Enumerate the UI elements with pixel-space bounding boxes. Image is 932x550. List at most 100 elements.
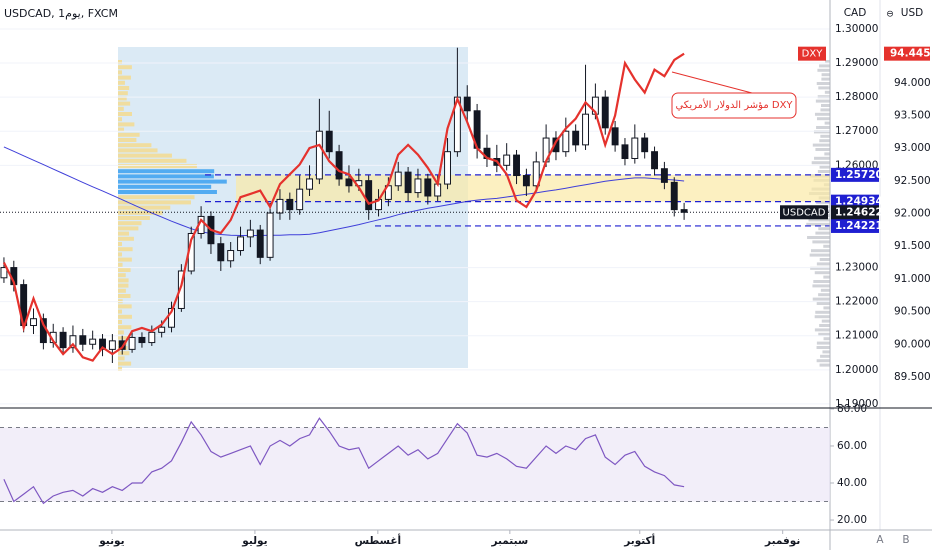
profile-bar: [118, 75, 131, 80]
candle-body: [237, 236, 244, 252]
profile-bar: [819, 258, 830, 261]
profile-bar: [118, 252, 122, 257]
profile-bar: [814, 315, 830, 319]
profile-bar: [817, 68, 830, 72]
profile-bar: [817, 170, 830, 173]
plot: [0, 28, 830, 405]
profile-bar: [812, 297, 830, 301]
candle-body: [315, 130, 323, 180]
profile-bar: [118, 361, 132, 366]
panel-label[interactable]: B: [902, 534, 909, 546]
profile-bar: [118, 216, 150, 220]
x-tick-label: أغسطس: [355, 533, 402, 547]
profile-bar: [118, 236, 134, 241]
candle-body: [99, 338, 106, 350]
rsi-line: [3, 417, 685, 505]
candle-body: [670, 181, 678, 211]
profile-bar: [816, 341, 830, 345]
x-tick-label: سبتمبر: [490, 535, 528, 547]
profile-bar: [118, 200, 191, 205]
profile-bar: [823, 337, 830, 341]
candle-body: [158, 326, 166, 333]
profile-bar: [820, 288, 830, 292]
candle-body: [532, 161, 540, 187]
profile-bar: [118, 278, 129, 283]
profile-bar: [118, 179, 227, 184]
profile-bar: [814, 328, 830, 332]
candle-body: [296, 188, 304, 211]
candle-body: [30, 318, 37, 327]
candle-body: [365, 180, 373, 211]
profile-bar: [118, 96, 127, 101]
candle-body: [572, 130, 580, 146]
candle-body: [463, 96, 471, 112]
currency-icon[interactable]: ⊖: [886, 10, 894, 20]
candle-body: [444, 151, 451, 185]
profile-bar: [118, 231, 130, 236]
profile-bar: [815, 231, 830, 235]
symbol-tag: [780, 205, 828, 220]
profile-bar: [118, 304, 132, 309]
profile-bar: [819, 324, 830, 327]
profile-bar: [118, 80, 125, 85]
profile-bar: [818, 293, 830, 297]
profile-bar: [118, 325, 132, 330]
profile-bar: [821, 319, 830, 323]
candle-body: [335, 151, 343, 180]
profile-bar: [819, 165, 830, 169]
profile-bar: [818, 332, 830, 336]
candle-body: [621, 144, 629, 159]
candle-body: [256, 229, 264, 258]
candle-body: [128, 336, 136, 350]
profile-bar: [812, 240, 830, 244]
y-tick-label: 1.22000: [835, 296, 878, 308]
candle-body: [601, 96, 609, 129]
profile-bar: [807, 236, 830, 239]
profile-bar: [118, 190, 217, 194]
y-tick-label: 1.21000: [835, 330, 878, 342]
profile-bar: [118, 195, 195, 200]
candle-body: [345, 178, 353, 187]
profile-bar: [815, 99, 830, 103]
candle-body: [651, 151, 658, 170]
annotation: مؤشر الدولار الأمريكي DXY: [675, 98, 793, 111]
profile-bar: [821, 104, 830, 107]
candle-body: [138, 336, 146, 344]
profile-bar: [822, 350, 830, 354]
x-tick-label: يونيو: [98, 535, 124, 547]
y2-tick-label: 93.500: [894, 109, 931, 121]
level-tag: [831, 194, 879, 209]
candle-body: [59, 331, 67, 349]
panel-label[interactable]: A: [876, 534, 884, 546]
candle-body: [394, 171, 402, 187]
profile-bar: [118, 117, 122, 122]
profile-bar: [118, 132, 140, 137]
profile-bar: [814, 271, 830, 275]
profile-bar: [118, 242, 122, 246]
candle-body: [414, 178, 422, 194]
y-tick-label: 1.19000: [835, 398, 878, 410]
profile-bar: [810, 249, 830, 253]
profile-bar: [118, 101, 131, 106]
candle-body: [631, 137, 639, 159]
candle-body: [266, 212, 274, 258]
profile-bar: [118, 288, 126, 293]
y-tick-label: 1.30000: [835, 23, 878, 35]
profile-bar: [823, 306, 830, 310]
y2-tick-label: 91.500: [894, 240, 931, 252]
dxy-label: 94.445: [890, 48, 931, 60]
rsi-tick-label: 40.00: [837, 477, 867, 489]
profile-bar: [118, 247, 133, 252]
dxy-name-tag: [798, 46, 826, 61]
profile-bar: [118, 294, 131, 298]
y2-tick-label: 90.500: [894, 306, 931, 318]
callout-arrow: [671, 71, 753, 94]
profile-bar: [820, 354, 830, 358]
dxy-tag: [884, 46, 930, 61]
profile-bar: [818, 86, 830, 90]
candle-body: [660, 168, 668, 183]
profile-bar: [813, 130, 830, 134]
profile-bar: [118, 174, 214, 179]
profile-bar: [806, 222, 830, 226]
